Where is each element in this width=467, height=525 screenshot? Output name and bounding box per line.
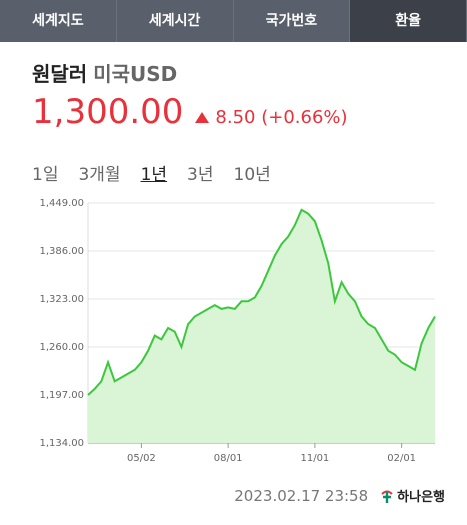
timestamp: 2023.02.17 23:58 [234, 486, 369, 505]
x-tick-label: 02/01 [387, 453, 416, 464]
x-tick-label: 08/01 [214, 453, 243, 464]
tab-bar: 세계지도 세계시간 국가번호 환율 [0, 0, 467, 42]
period-tab[interactable]: 1년 [140, 165, 168, 185]
quote: 1,300.00 8.50 (+0.66%) [32, 92, 348, 132]
y-tick-label: 1,134.00 [39, 438, 84, 449]
tab[interactable]: 국가번호 [234, 0, 351, 42]
tab[interactable]: 세계지도 [0, 0, 117, 42]
y-tick-label: 1,386.00 [39, 246, 84, 257]
change: 8.50 (+0.66%) [195, 107, 348, 128]
pair-subtitle: 미국USD [93, 62, 178, 86]
bank-icon [381, 490, 393, 503]
price: 1,300.00 [32, 92, 184, 132]
x-tick-label: 05/02 [127, 453, 156, 464]
y-tick-label: 1,323.00 [39, 294, 84, 305]
period-tab[interactable]: 3년 [187, 165, 214, 185]
period-tab[interactable]: 1일 [32, 165, 59, 185]
chart: 1,134.00 1,197.00 1,260.00 1,323.00 1,386.00… [39, 198, 436, 464]
period-tab[interactable]: 10년 [233, 165, 271, 185]
pair-title: 원달러 [32, 62, 88, 86]
header: 원달러 미국USD [32, 58, 177, 87]
x-tick-label: 11/01 [300, 453, 329, 464]
period-tab[interactable]: 3개월 [78, 165, 121, 185]
change-value: 8.50 [215, 107, 256, 128]
y-tick-label: 1,260.00 [39, 342, 84, 353]
period-tabs: 1일 3개월 1년 3년 10년 [32, 160, 271, 185]
tab[interactable]: 세계시간 [117, 0, 234, 42]
line [87, 208, 436, 396]
bank-logo: 하나은행 [380, 486, 445, 505]
y-tick-label: 1,449.00 [39, 198, 84, 209]
tab[interactable]: 환율 [350, 0, 467, 42]
area-fill [88, 209, 435, 443]
footer: 2023.02.17 23:58 하나은행 [234, 486, 445, 506]
y-tick-label: 1,197.00 [39, 390, 84, 401]
up-arrow [195, 112, 210, 123]
change-percent: (+0.66%) [261, 107, 348, 128]
bank-name: 하나은행 [397, 490, 445, 505]
